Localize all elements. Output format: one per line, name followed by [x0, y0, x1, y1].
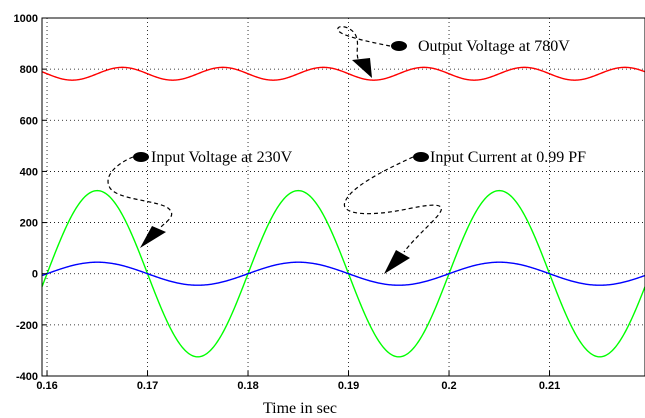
annotation-output-label: Output Voltage at 780V	[418, 38, 570, 55]
series-group	[41, 66, 645, 358]
annotation-input-voltage-label: Input Voltage at 230V	[151, 149, 293, 166]
annotation-input-voltage: Input Voltage at 230V	[107, 149, 293, 248]
series-line-output-voltage	[41, 66, 645, 81]
annotation-marker	[413, 152, 429, 162]
x-tick-label: 0.17	[137, 380, 158, 392]
y-tick-label: 0	[32, 269, 38, 281]
annotation-arrowhead	[352, 58, 372, 78]
x-tick-label: 0.21	[539, 380, 560, 392]
annotation-leader	[337, 26, 391, 65]
y-tick-label: 800	[20, 64, 38, 76]
plot-frame	[41, 17, 645, 377]
y-tick-label: 600	[20, 115, 38, 127]
annotation-arrowhead	[140, 226, 166, 248]
annotation-marker	[133, 152, 149, 162]
x-tick-label: 0.18	[237, 380, 258, 392]
series-line-input-voltage	[41, 189, 645, 358]
annotation-leader	[107, 156, 173, 229]
ticks: 0.16 0.17 0.18 0.19 0.2 0.21 -400 -200 0 200 400 60…	[14, 13, 561, 392]
x-tick-label: 0.16	[36, 380, 57, 392]
y-tick-label: 1000	[14, 13, 38, 25]
x-tick-label: 0.2	[441, 380, 456, 392]
annotation-output-voltage: Output Voltage at 780V	[337, 26, 570, 78]
y-tick-label: -400	[16, 371, 38, 383]
annotation-input-current: Input Current at 0.99 PF	[343, 149, 586, 274]
plot-area	[42, 18, 645, 376]
annotation-marker	[391, 41, 407, 51]
y-tick-label: 400	[20, 166, 38, 178]
annotation-input-current-label: Input Current at 0.99 PF	[430, 149, 586, 166]
annotation-arrowhead	[384, 250, 410, 274]
x-tick-label: 0.19	[338, 380, 359, 392]
x-axis-label: Time in sec	[263, 400, 337, 417]
series-line-input-current	[41, 261, 645, 286]
y-tick-label: -200	[16, 320, 38, 332]
y-tick-label: 200	[20, 218, 38, 230]
annotation-leader	[343, 156, 443, 253]
